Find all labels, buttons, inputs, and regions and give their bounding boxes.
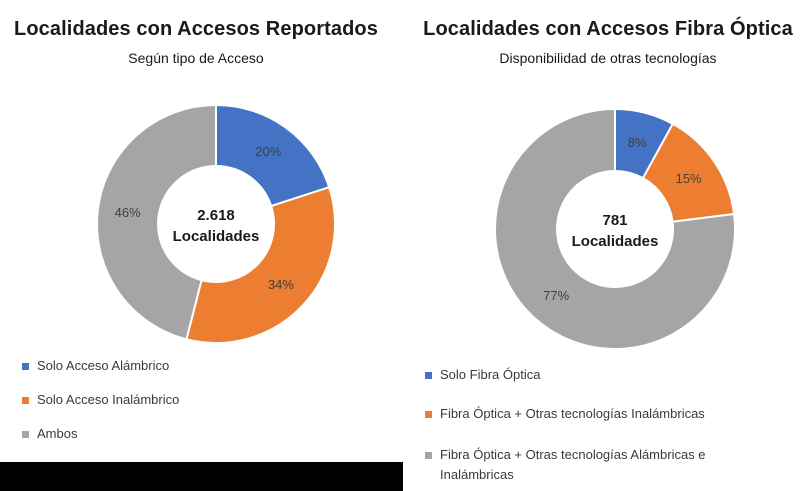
legend-swatch <box>425 411 432 418</box>
legend-swatch <box>22 431 29 438</box>
slice-value-label: 34% <box>268 277 294 292</box>
slice-value-label: 46% <box>115 205 141 220</box>
donut-slice-ambos <box>96 103 217 341</box>
legend-item-fibra-inalambricas: Fibra Óptica + Otras tecnologías Inalámb… <box>425 406 705 424</box>
legend-label: Solo Acceso Alámbrico <box>37 358 170 373</box>
slice-value-label: 8% <box>628 135 647 150</box>
slice-value-label: 20% <box>255 144 281 159</box>
donut-chart: 8% 15% 77% 781 Localidades <box>494 107 736 350</box>
legend-label: Fibra Óptica + Otras tecnologías Alámbri… <box>440 447 706 482</box>
center-total-label: Localidades <box>173 228 260 245</box>
chart-subtitle: Disponibilidad de otras tecnologías <box>499 50 717 66</box>
legend-item-fibra-alambricas-inalambricas: Fibra Óptica + Otras tecnologías Alámbri… <box>425 447 775 485</box>
center-total-value: 781 <box>602 212 627 229</box>
legend-label: Fibra Óptica + Otras tecnologías Inalámb… <box>440 406 705 421</box>
chart-panel-fiber: Localidades con Accesos Fibra Óptica Dis… <box>400 0 800 491</box>
donut-slice-solo-acceso-alambrico <box>215 103 331 208</box>
chart-subtitle: Según tipo de Acceso <box>128 50 264 66</box>
slice-value-label: 15% <box>676 171 702 186</box>
legend-swatch <box>425 372 432 379</box>
chart-panel-access-type: Localidades con Accesos Reportados Según… <box>0 18 403 491</box>
donut-chart: 20% 34% 46% 2.618 Localidades <box>96 103 336 344</box>
legend-item-solo-fibra: Solo Fibra Óptica <box>425 367 540 385</box>
donut-slice-fibra-optica-otras-tecnologias-alambricas-e-inalambricas <box>494 107 736 350</box>
legend-label: Solo Acceso Inalámbrico <box>37 392 180 407</box>
legend-swatch <box>22 397 29 404</box>
redaction-bar <box>0 462 403 491</box>
chart-title: Localidades con Accesos Fibra Óptica <box>423 18 793 40</box>
legend-item-solo-inalambrico: Solo Acceso Inalámbrico <box>22 392 179 410</box>
legend-item-ambos: Ambos <box>22 426 77 444</box>
legend-label: Ambos <box>37 426 78 441</box>
donut-slice-solo-acceso-inalambrico <box>185 185 336 344</box>
legend-item-solo-alambrico: Solo Acceso Alámbrico <box>22 358 169 376</box>
center-total-label: Localidades <box>572 233 659 250</box>
slice-value-label: 77% <box>543 288 569 303</box>
chart-title: Localidades con Accesos Reportados <box>14 18 378 40</box>
legend-swatch <box>425 452 432 459</box>
legend-label: Solo Fibra Óptica <box>440 367 541 382</box>
legend-swatch <box>22 363 29 370</box>
center-total-value: 2.618 <box>197 207 235 224</box>
